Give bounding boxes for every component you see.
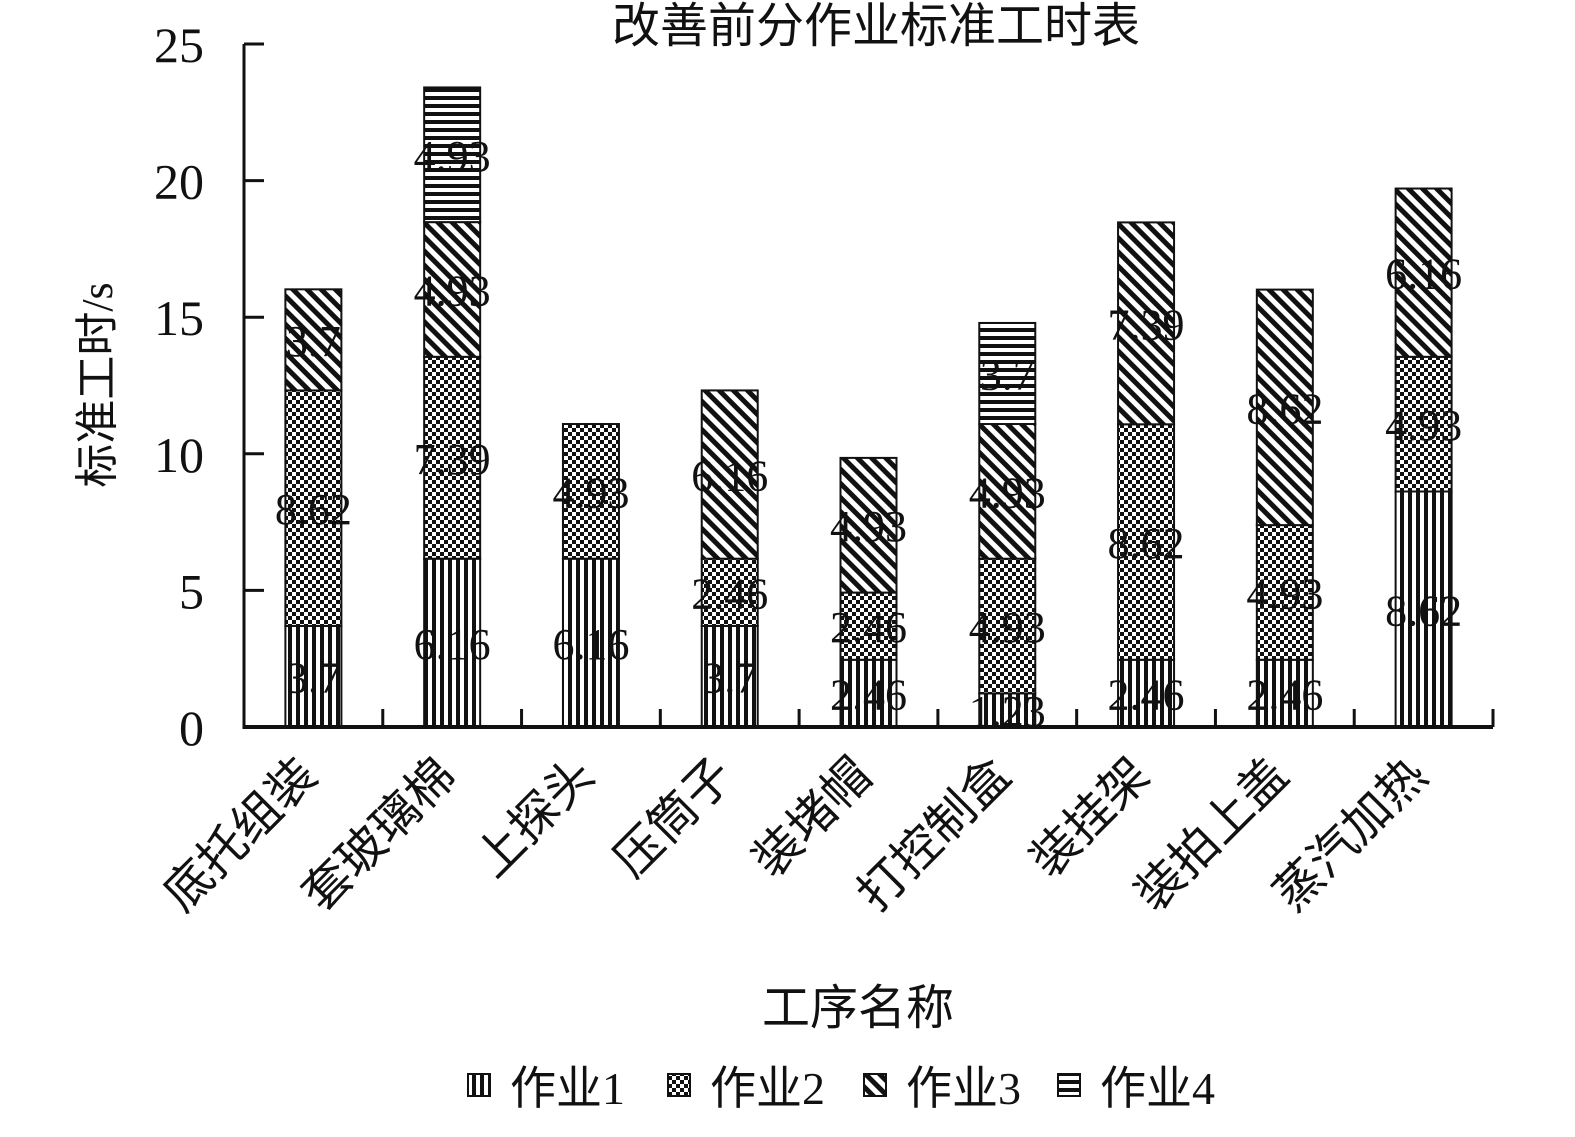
- data-label: 4.93: [414, 132, 491, 181]
- bar-segment: [1394, 490, 1453, 728]
- legend-label: 作业1: [510, 1063, 625, 1114]
- legend-item: 作业1: [467, 1063, 625, 1114]
- bar-segment: [284, 624, 343, 729]
- data-label: 2.46: [830, 670, 907, 719]
- data-label: 4.93: [414, 266, 491, 315]
- legend-item: 作业4: [1057, 1063, 1215, 1114]
- data-label: 2.46: [691, 569, 768, 618]
- x-tick-label: 上探头: [465, 748, 604, 887]
- data-label: 3.7: [702, 653, 757, 702]
- bar-segment: [1117, 423, 1176, 661]
- x-tick-label: 压筒子: [604, 748, 743, 887]
- legend-item: 作业3: [863, 1063, 1021, 1114]
- data-label: 4.93: [969, 468, 1046, 517]
- data-label: 4.93: [830, 502, 907, 551]
- data-label: 3.7: [980, 350, 1035, 399]
- data-labels-layer: 3.7 8.62 3.7 6.16 7.39 4.93 4.93 6.16 4.93 3.7 2.4…: [275, 132, 1462, 736]
- data-label: 7.39: [1108, 300, 1185, 349]
- x-tick-label: 装挂架: [1021, 748, 1160, 887]
- bar-segment: [978, 557, 1037, 695]
- legend-label: 作业2: [710, 1063, 825, 1114]
- legend-label: 作业3: [906, 1063, 1021, 1114]
- bar-segment: [1394, 187, 1453, 358]
- x-tick-label: 打控制盒: [848, 748, 1021, 921]
- legend-swatch: [667, 1073, 691, 1097]
- bar-segment: [561, 423, 620, 560]
- bar-segment: [423, 355, 482, 560]
- bar-segment: [284, 389, 343, 627]
- x-tick-label: 套玻璃棉: [293, 748, 466, 921]
- bar-segment: [1255, 658, 1314, 728]
- bar-segment: [839, 456, 898, 594]
- y-tick-label: 10: [154, 427, 204, 483]
- bar-segment: [423, 86, 482, 224]
- data-label: 8.62: [1246, 384, 1323, 433]
- bar-segment: [1394, 355, 1453, 493]
- bar-segment: [700, 389, 759, 560]
- data-label: 2.46: [1108, 670, 1185, 719]
- data-label: 8.62: [1385, 586, 1462, 635]
- data-label: 4.93: [1385, 401, 1462, 450]
- data-label: 4.93: [552, 468, 629, 517]
- bar-segment: [700, 624, 759, 729]
- bar-segment: [423, 557, 482, 728]
- data-label: 6.16: [414, 620, 491, 669]
- bar-segment: [700, 557, 759, 627]
- data-label: 2.46: [830, 603, 907, 652]
- x-tick-label: 底托组装: [154, 748, 327, 921]
- x-tick-label: 蒸汽加热: [1264, 748, 1437, 921]
- legend-item: 作业2: [667, 1063, 825, 1114]
- bars-layer: [284, 86, 1453, 729]
- bar-segment: [978, 321, 1037, 426]
- x-axis-label: 工序名称: [762, 982, 954, 1035]
- x-tick-label: 装堵帽: [743, 748, 882, 887]
- y-tick-label: 15: [154, 290, 204, 346]
- data-label: 3.7: [286, 317, 341, 366]
- legend-swatch: [1057, 1073, 1081, 1097]
- data-label: 2.46: [1246, 670, 1323, 719]
- data-label: 4.93: [969, 603, 1046, 652]
- data-label: 6.16: [552, 620, 629, 669]
- chart-title: 改善前分作业标准工时表: [612, 0, 1140, 53]
- data-label: 4.93: [1246, 569, 1323, 618]
- data-label: 3.7: [286, 653, 341, 702]
- data-label: 7.39: [414, 435, 491, 484]
- legend-swatch: [863, 1073, 887, 1097]
- legend: 作业1 作业2 作业3 作业4: [467, 1063, 1215, 1114]
- y-axis-label: 标准工时/s: [73, 282, 122, 487]
- legend-label: 作业4: [1100, 1063, 1215, 1114]
- bar-segment: [1117, 658, 1176, 728]
- bar-segment: [1117, 221, 1176, 426]
- bar-segment: [561, 557, 620, 728]
- bar-segment: [978, 423, 1037, 560]
- x-tick-label: 装拍上盖: [1125, 748, 1298, 921]
- y-tick-label: 0: [179, 700, 204, 756]
- y-tick-label: 5: [179, 563, 204, 619]
- data-label: 8.62: [275, 485, 352, 534]
- bar-segment: [284, 288, 343, 392]
- legend-swatch: [467, 1073, 491, 1097]
- data-label: 8.62: [1108, 519, 1185, 568]
- bar-segment: [423, 221, 482, 358]
- y-tick-label: 20: [154, 154, 204, 210]
- bar-segment: [1255, 524, 1314, 661]
- bar-segment: [1255, 288, 1314, 527]
- data-label: 6.16: [691, 452, 768, 501]
- y-tick-label: 25: [154, 17, 204, 73]
- data-label: 6.16: [1385, 250, 1462, 299]
